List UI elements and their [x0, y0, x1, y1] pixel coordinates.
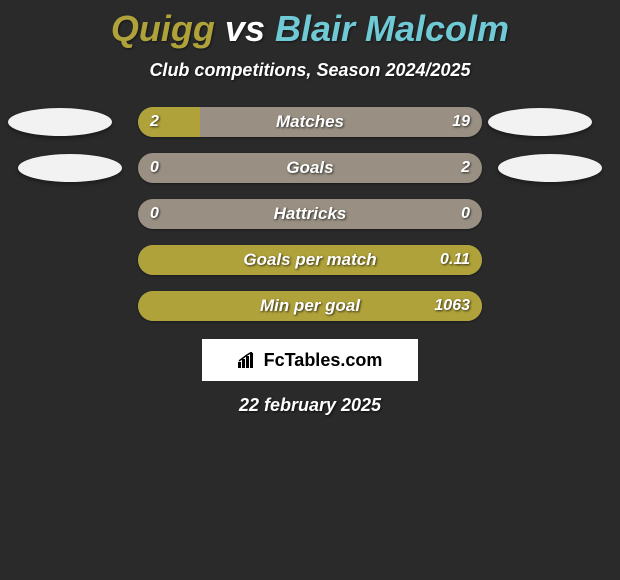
stat-bar: Matches2 19	[138, 107, 482, 137]
stat-value-left: 2	[150, 107, 159, 137]
stat-row: Goals0 2	[0, 153, 620, 183]
comparison-card: Quigg vs Blair Malcolm Club competitions…	[0, 0, 620, 416]
page-title: Quigg vs Blair Malcolm	[111, 8, 509, 50]
branding-text: FcTables.com	[264, 350, 383, 371]
stat-bar: Goals0 2	[138, 153, 482, 183]
player1-name: Quigg	[111, 8, 215, 49]
bar-chart-icon	[238, 352, 258, 368]
player1-oval	[18, 154, 122, 182]
stat-value-right: 1063	[434, 291, 470, 321]
stat-row: Goals per match0.11	[0, 245, 620, 275]
branding-badge: FcTables.com	[202, 339, 418, 381]
stat-label: Hattricks	[138, 199, 482, 229]
stat-value-right: 0.11	[440, 245, 470, 275]
stat-label: Goals	[138, 153, 482, 183]
stat-bar: Min per goal1063	[138, 291, 482, 321]
subtitle: Club competitions, Season 2024/2025	[149, 60, 470, 81]
stat-row: Matches2 19	[0, 107, 620, 137]
stat-label: Goals per match	[138, 245, 482, 275]
stat-label: Min per goal	[138, 291, 482, 321]
stat-value-left: 0	[150, 199, 159, 229]
stat-row: Hattricks0 0	[0, 199, 620, 229]
stat-value-left: 0	[150, 153, 159, 183]
player1-oval	[8, 108, 112, 136]
stat-label: Matches	[138, 107, 482, 137]
stat-bar: Goals per match0.11	[138, 245, 482, 275]
player2-oval	[498, 154, 602, 182]
player2-name: Blair Malcolm	[275, 8, 509, 49]
vs-text: vs	[225, 8, 265, 49]
stat-row: Min per goal1063	[0, 291, 620, 321]
date-text: 22 february 2025	[239, 395, 381, 416]
stat-value-right: 0	[461, 199, 470, 229]
player2-oval	[488, 108, 592, 136]
stat-value-right: 19	[452, 107, 470, 137]
stat-value-right: 2	[461, 153, 470, 183]
stats-rows: Matches219Goals02Hattricks00Goals per ma…	[0, 107, 620, 321]
stat-bar: Hattricks0 0	[138, 199, 482, 229]
